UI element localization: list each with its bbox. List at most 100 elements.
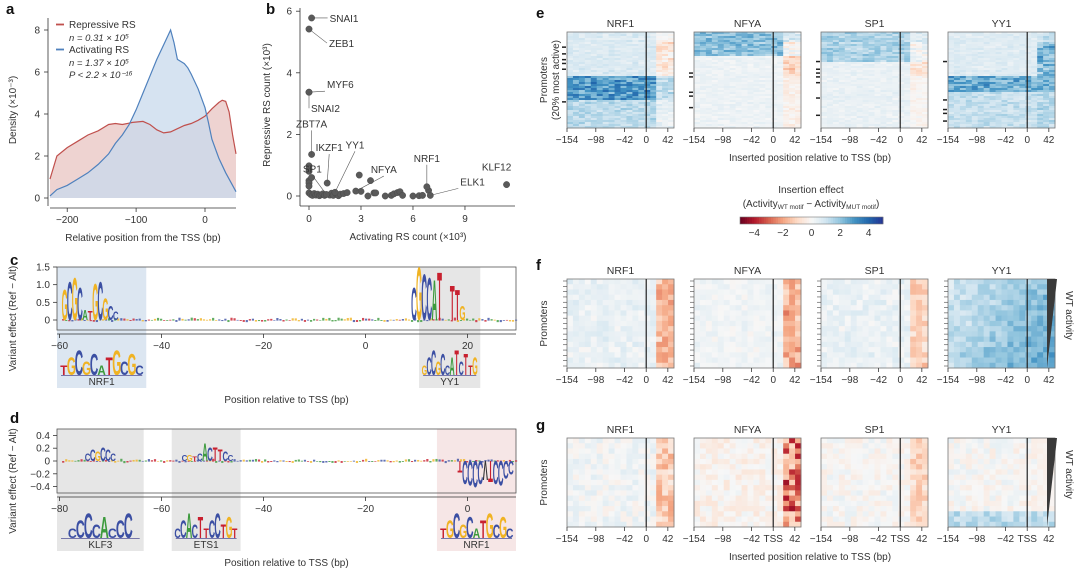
heatmap-cell	[638, 44, 645, 47]
heatmap-cell	[892, 82, 899, 85]
heatmap-cell	[789, 279, 796, 285]
heatmap-cell	[711, 90, 719, 93]
heatmap-cell	[838, 299, 846, 306]
heatmap-cell	[1043, 52, 1050, 55]
heatmap-cell	[874, 80, 881, 83]
x-tick-label: −40	[153, 341, 170, 352]
logo-mark	[389, 319, 392, 321]
heatmap-cell	[723, 289, 731, 296]
reference-motif-logo: C	[76, 516, 85, 544]
heatmap-cell	[904, 102, 911, 105]
heatmap-cell	[711, 126, 719, 129]
heatmap-cell	[747, 56, 754, 59]
logo-mark	[160, 318, 163, 321]
heatmap-cell	[1049, 58, 1056, 61]
logo-mark	[371, 319, 374, 321]
heatmap-cell	[632, 90, 639, 93]
point-label-ikzf1: IKZF1	[316, 143, 344, 154]
heatmap-cell	[608, 284, 615, 290]
heatmap-cell	[1031, 40, 1038, 43]
colorbar-segment	[756, 217, 760, 224]
heatmap-cell	[868, 68, 875, 71]
heatmap-cell	[662, 331, 669, 337]
heatmap-cell	[723, 102, 731, 105]
logo-mark	[294, 459, 297, 462]
heatmap-cell	[717, 284, 725, 290]
heatmap-cell	[898, 70, 905, 73]
heatmap-cell	[1007, 84, 1014, 87]
heatmap-cell	[620, 36, 627, 39]
heatmap-cell	[765, 279, 772, 285]
heatmap-cell	[874, 116, 881, 119]
heatmap-cell	[632, 116, 639, 119]
heatmap-frame	[820, 31, 929, 129]
heatmap-cell	[662, 56, 669, 59]
heatmap-cell	[699, 42, 707, 45]
heatmap-cell	[578, 289, 586, 296]
heatmap-cell	[856, 126, 864, 129]
heatmap-cell	[567, 118, 574, 121]
heatmap-cell	[602, 88, 610, 91]
heatmap-cell	[783, 96, 790, 99]
heatmap-cell	[948, 78, 955, 81]
heatmap-cell	[747, 78, 754, 81]
heatmap-cell	[620, 326, 627, 332]
heatmap-cell	[650, 114, 657, 117]
heatmap-cell	[1031, 118, 1038, 121]
heatmap-cell	[656, 46, 663, 49]
heatmap-cell	[717, 112, 725, 115]
heatmap-cell	[904, 66, 911, 69]
heatmap-cell	[765, 126, 772, 129]
colorbar-segment	[842, 217, 846, 224]
heatmap-cell	[922, 98, 929, 101]
logo-mark	[117, 318, 120, 321]
heatmap-cell	[735, 80, 742, 83]
heatmap-cell	[644, 38, 651, 41]
heatmap-cell	[1019, 78, 1026, 81]
heatmap-cell	[892, 96, 899, 99]
logo-mark	[175, 459, 178, 462]
heatmap-cell	[795, 289, 802, 296]
heatmap-cell	[735, 70, 742, 73]
heatmap-cell	[838, 64, 846, 67]
heatmap-cell	[765, 50, 772, 53]
heatmap-cell	[656, 90, 663, 93]
heatmap-cell	[1019, 98, 1026, 101]
heatmap-cell	[1013, 102, 1020, 105]
x-tick-label: −42	[870, 135, 887, 146]
heatmap-cell	[922, 68, 929, 71]
heatmap-cell	[1013, 68, 1020, 71]
heatmap-cell	[948, 34, 955, 37]
heatmap-cell	[971, 50, 979, 53]
heatmap-cell	[948, 90, 955, 93]
heatmap-cell	[694, 98, 701, 101]
heatmap-cell	[753, 90, 760, 93]
heatmap-cell	[850, 305, 858, 311]
heatmap-cell	[904, 70, 911, 73]
heatmap-cell	[694, 310, 701, 317]
heatmap-cell	[977, 102, 985, 105]
y-tick-label: 0.4	[36, 431, 50, 442]
heatmap-cell	[626, 40, 633, 43]
heatmap-cell	[699, 289, 707, 296]
heatmap-cell	[567, 90, 574, 93]
heatmap-cell	[850, 118, 858, 121]
heatmap-cell	[694, 116, 701, 119]
heatmap-cell	[856, 76, 864, 79]
heatmap-cell	[620, 106, 627, 109]
heatmap-cell	[989, 44, 996, 47]
heatmap-cell	[747, 60, 754, 63]
heatmap-cell	[1001, 94, 1008, 97]
heatmap-cell	[1013, 62, 1020, 65]
heatmap-cell	[638, 112, 645, 115]
heatmap-cell	[753, 102, 760, 105]
heatmap-cell	[1013, 76, 1020, 79]
heatmap-cell	[705, 54, 713, 57]
heatmap-cell	[874, 74, 881, 77]
heatmap-cell	[584, 120, 592, 123]
heatmap-cell	[668, 32, 675, 35]
heatmap-cell	[590, 38, 598, 41]
heatmap-cell	[989, 110, 996, 113]
heatmap-cell	[644, 305, 651, 311]
heatmap-cell	[602, 36, 610, 39]
